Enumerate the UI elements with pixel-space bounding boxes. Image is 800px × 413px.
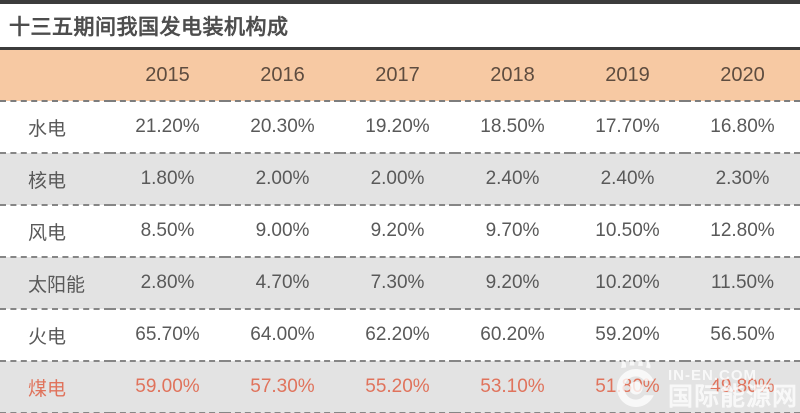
corner-cell — [0, 50, 110, 102]
value-cell: 16.80% — [685, 101, 800, 154]
row-label-cell: 太阳能 — [0, 257, 110, 310]
value-cell: 10.20% — [570, 257, 685, 310]
year-header-cell: 2019 — [570, 50, 685, 102]
value-cell: 1.80% — [110, 153, 225, 206]
value-cell: 60.20% — [455, 309, 570, 362]
value-cell: 49.80% — [685, 361, 800, 413]
table-row: 风电 8.50% 9.00% 9.20% 9.70% 10.50% 12.80% — [0, 205, 800, 258]
value-cell: 9.70% — [455, 205, 570, 258]
value-cell: 2.40% — [455, 153, 570, 206]
value-cell: 18.50% — [455, 101, 570, 154]
year-header-cell: 2016 — [225, 50, 340, 102]
value-cell: 65.70% — [110, 309, 225, 362]
value-cell: 59.20% — [570, 309, 685, 362]
value-cell: 62.20% — [340, 309, 455, 362]
value-cell: 21.20% — [110, 101, 225, 154]
year-header-cell: 2020 — [685, 50, 800, 102]
row-label-cell: 煤电 — [0, 361, 110, 413]
year-header-cell: 2018 — [455, 50, 570, 102]
value-cell: 17.70% — [570, 101, 685, 154]
value-cell: 2.00% — [225, 153, 340, 206]
value-cell: 64.00% — [225, 309, 340, 362]
value-cell: 4.70% — [225, 257, 340, 310]
table-header-row: 2015 2016 2017 2018 2019 2020 — [0, 50, 800, 102]
table-row: 水电 21.20% 20.30% 19.20% 18.50% 17.70% 16.80% — [0, 101, 800, 154]
value-cell: 9.20% — [340, 205, 455, 258]
row-label-cell: 风电 — [0, 205, 110, 258]
value-cell: 2.40% — [570, 153, 685, 206]
value-cell: 2.00% — [340, 153, 455, 206]
year-header-cell: 2015 — [110, 50, 225, 102]
value-cell: 7.30% — [340, 257, 455, 310]
value-cell: 9.20% — [455, 257, 570, 310]
value-cell: 55.20% — [340, 361, 455, 413]
row-label-cell: 水电 — [0, 101, 110, 154]
value-cell: 8.50% — [110, 205, 225, 258]
year-header-cell: 2017 — [340, 50, 455, 102]
title-band: 十三五期间我国发电装机构成 — [0, 0, 800, 50]
value-cell: 57.30% — [225, 361, 340, 413]
row-label-cell: 火电 — [0, 309, 110, 362]
table-row: 火电 65.70% 64.00% 62.20% 60.20% 59.20% 56.50% — [0, 309, 800, 362]
value-cell: 2.80% — [110, 257, 225, 310]
row-label-cell: 核电 — [0, 153, 110, 206]
value-cell: 2.30% — [685, 153, 800, 206]
value-cell: 19.20% — [340, 101, 455, 154]
table-row: 煤电 59.00% 57.30% 55.20% 53.10% 51.80% 49.80% — [0, 361, 800, 413]
capacity-table: 2015 2016 2017 2018 2019 2020 水电 21.20% 20.30% 1… — [0, 50, 800, 413]
value-cell: 11.50% — [685, 257, 800, 310]
table-row: 太阳能 2.80% 4.70% 7.30% 9.20% 10.20% 11.50% — [0, 257, 800, 310]
value-cell: 56.50% — [685, 309, 800, 362]
table-row: 核电 1.80% 2.00% 2.00% 2.40% 2.40% 2.30% — [0, 153, 800, 206]
value-cell: 53.10% — [455, 361, 570, 413]
page-title: 十三五期间我国发电装机构成 — [9, 15, 289, 39]
value-cell: 9.00% — [225, 205, 340, 258]
value-cell: 20.30% — [225, 101, 340, 154]
value-cell: 12.80% — [685, 205, 800, 258]
value-cell: 51.80% — [570, 361, 685, 413]
value-cell: 59.00% — [110, 361, 225, 413]
value-cell: 10.50% — [570, 205, 685, 258]
